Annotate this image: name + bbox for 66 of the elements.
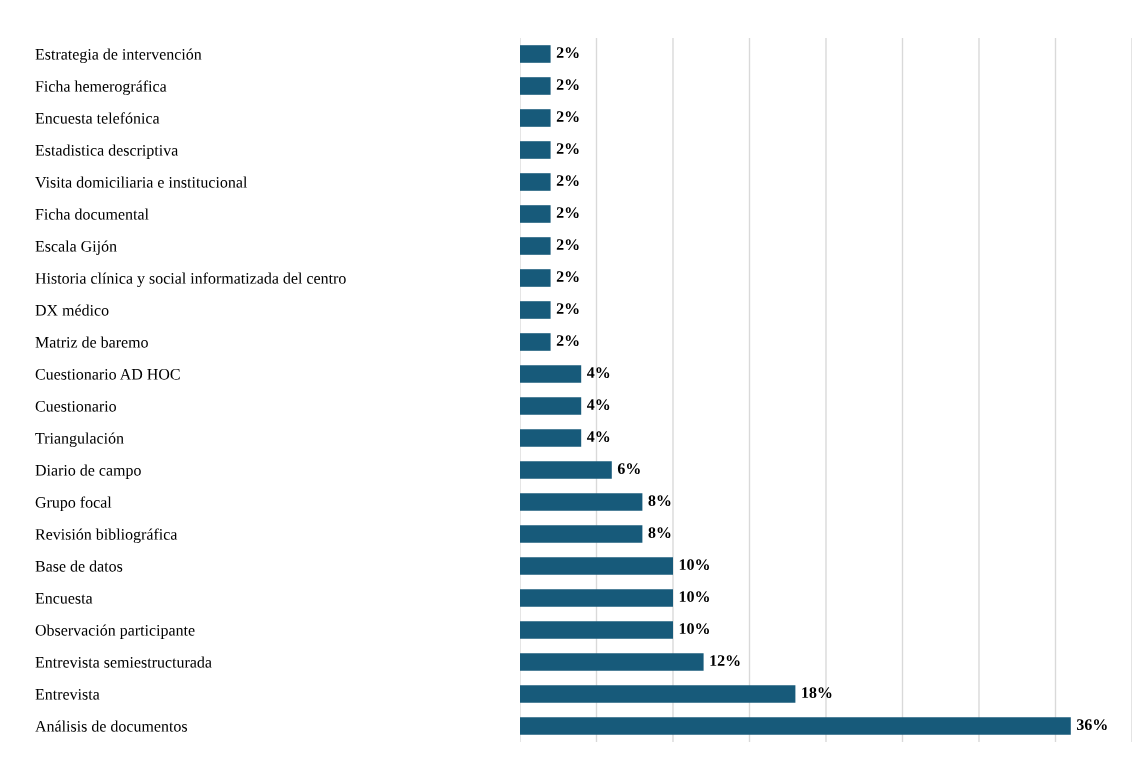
y-tick-label: Visita domiciliaria e institucional [35, 176, 248, 188]
y-tick-label: Triangulación [35, 432, 124, 447]
bar [520, 653, 704, 671]
bar [520, 45, 551, 63]
data-label: 8% [648, 495, 671, 507]
data-label: 2% [556, 271, 579, 283]
data-label: 4% [586, 431, 610, 443]
data-label: 4% [586, 367, 610, 379]
data-label: 2% [556, 79, 579, 91]
bar [520, 205, 551, 223]
data-label: 4% [586, 399, 610, 411]
y-tick-label: Revisión bibliográfica [35, 528, 178, 544]
bar [520, 621, 673, 639]
y-tick-label: Diario de campo [35, 464, 141, 479]
y-tick-label: Cuestionario AD HOC [35, 368, 180, 380]
y-tick-label: Estrategia de intervención [35, 48, 202, 63]
bar [520, 461, 612, 479]
y-tick-label: Observación participante [35, 624, 195, 639]
data-label: 36% [1076, 719, 1107, 731]
data-label: 8% [648, 527, 671, 539]
y-tick-label: Encuesta [35, 593, 93, 604]
bar [520, 333, 551, 351]
bar [520, 301, 551, 319]
data-label: 10% [679, 591, 709, 603]
data-label: 2% [556, 303, 579, 315]
y-tick-label: Base de datos [35, 560, 123, 572]
bar [520, 173, 551, 191]
data-label: 10% [679, 559, 709, 571]
bar [520, 397, 582, 415]
bar [520, 109, 551, 127]
y-tick-label: Análisis de documentos [35, 720, 188, 732]
bar [520, 493, 643, 511]
bar [520, 525, 643, 543]
data-label: 2% [556, 175, 579, 187]
bar [520, 717, 1071, 735]
y-tick-label: DX médico [35, 304, 109, 316]
data-label: 10% [679, 623, 709, 635]
data-label: 2% [556, 335, 579, 347]
data-label: 2% [556, 47, 579, 59]
y-tick-label: Matriz de baremo [35, 336, 148, 348]
y-tick-label: Cuestionario [35, 400, 117, 412]
y-tick-label: Encuesta telefónica [35, 112, 160, 124]
bar [520, 557, 673, 575]
bar [520, 77, 551, 95]
data-label: 2% [556, 143, 579, 155]
y-tick-label: Historia clínica y social informatizada del centro [35, 272, 346, 288]
bar [520, 589, 673, 607]
data-label: 6% [617, 463, 640, 475]
data-label: 2% [556, 207, 579, 219]
y-tick-label: Estadistica descriptiva [35, 144, 179, 159]
bar [520, 269, 551, 287]
bar [520, 429, 582, 447]
y-tick-label: Grupo focal [35, 496, 112, 512]
data-label: 2% [556, 239, 579, 251]
y-tick-label: Entrevista semiestructurada [35, 656, 212, 668]
y-tick-label: Entrevista [35, 688, 100, 700]
data-label: 18% [802, 687, 832, 699]
bar [520, 685, 796, 703]
bar [520, 141, 551, 159]
y-tick-label: Escala Gijón [35, 240, 117, 255]
y-tick-label: Ficha documental [35, 208, 149, 220]
y-tick-label: Ficha hemerográfica [35, 80, 167, 96]
bar [520, 365, 582, 383]
data-label: 12% [710, 655, 740, 667]
data-label: 2% [556, 111, 579, 123]
bar [520, 237, 551, 255]
